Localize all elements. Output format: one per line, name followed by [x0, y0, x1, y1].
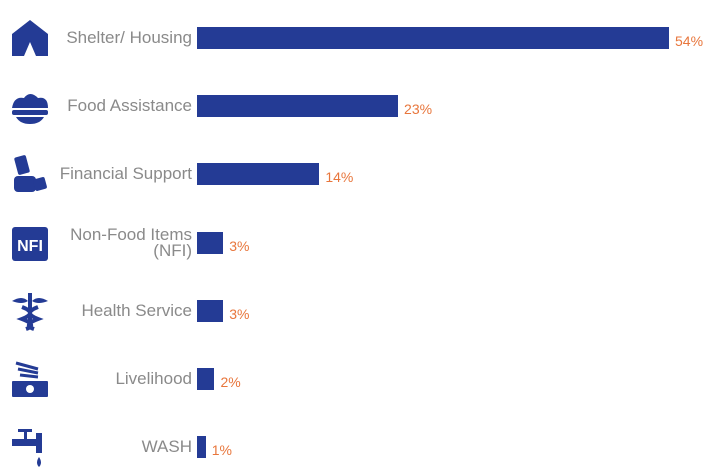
category-label: Food Assistance: [67, 96, 192, 116]
value-label: 1%: [211, 442, 232, 459]
category-label: Non-Food Items (NFI): [70, 224, 192, 260]
category-icon: [12, 94, 48, 125]
bar: [197, 368, 215, 390]
category-label: Health Service: [81, 300, 192, 320]
bar: [197, 436, 206, 459]
bar: [197, 299, 224, 322]
svg-text:NFI: NFI: [17, 238, 43, 255]
category-label: Financial Support: [59, 164, 192, 184]
bar: [197, 27, 669, 49]
category-icon: [12, 361, 48, 397]
category-label: WASH: [141, 437, 192, 457]
value-label: 54%: [675, 33, 704, 49]
value-label: 3%: [229, 305, 250, 322]
value-label: 23%: [404, 101, 433, 118]
value-label: 14%: [325, 169, 354, 186]
category-icon: [12, 429, 42, 468]
bar: [197, 163, 320, 186]
value-label: 3%: [229, 237, 250, 254]
bar: [197, 231, 224, 254]
category-icon: [14, 155, 47, 193]
value-label: 2%: [220, 374, 241, 390]
bar: [197, 95, 399, 118]
category-label: Shelter/ Housing: [66, 28, 192, 47]
category-label: Livelihood: [115, 369, 192, 388]
category-icon: NFI: [12, 226, 48, 261]
category-icon: [12, 292, 48, 331]
category-icon: [12, 20, 48, 56]
